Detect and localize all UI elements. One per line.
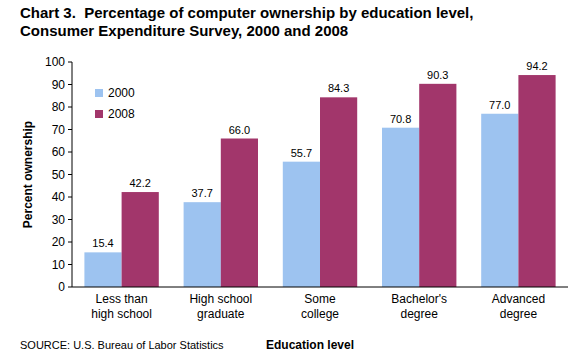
bar bbox=[481, 114, 518, 287]
chart: Chart 3. Percentage of computer ownershi… bbox=[0, 0, 579, 360]
bars bbox=[84, 75, 555, 287]
y-tick-label: 60 bbox=[52, 145, 66, 159]
y-axis-label: Percent ownership bbox=[21, 121, 35, 228]
source: SOURCE: U.S. Bureau of Labor Statistics bbox=[20, 339, 224, 351]
y-tick-label: 50 bbox=[52, 168, 66, 182]
bar bbox=[283, 162, 320, 287]
data-label: 15.4 bbox=[92, 237, 113, 249]
y-tick-label: 100 bbox=[45, 55, 65, 69]
y-axis bbox=[72, 62, 73, 287]
y-tick bbox=[68, 129, 72, 130]
y-tick bbox=[68, 107, 72, 108]
data-label: 94.2 bbox=[526, 60, 547, 72]
y-tick bbox=[68, 62, 72, 63]
legend-swatch bbox=[95, 89, 103, 97]
bar bbox=[184, 202, 221, 287]
y-tick-label: 10 bbox=[52, 258, 66, 272]
y-tick-label: 40 bbox=[52, 190, 66, 204]
bar bbox=[122, 192, 159, 287]
bar bbox=[518, 75, 555, 287]
y-tick-label: 80 bbox=[52, 100, 66, 114]
legend-swatch bbox=[95, 110, 103, 118]
x-axis bbox=[72, 287, 568, 288]
y-tick bbox=[68, 219, 72, 220]
bar bbox=[84, 252, 121, 287]
data-label: 90.3 bbox=[427, 69, 448, 81]
bar bbox=[320, 97, 357, 287]
legend-label: 2000 bbox=[108, 86, 135, 100]
bar bbox=[221, 139, 258, 288]
title: Chart 3. Percentage of computer ownershi… bbox=[20, 4, 473, 39]
data-label: 37.7 bbox=[191, 187, 212, 199]
data-label: 66.0 bbox=[229, 124, 250, 136]
x-tick-label: High schoolgraduate bbox=[189, 292, 252, 321]
bar bbox=[419, 84, 456, 287]
x-axis-label: Education level bbox=[266, 338, 354, 352]
y-tick bbox=[68, 197, 72, 198]
y-tick bbox=[68, 152, 72, 153]
x-tick-label: Less thanhigh school bbox=[91, 292, 152, 321]
y-tick-label: 70 bbox=[52, 123, 66, 137]
x-tick-label: Somecollege bbox=[301, 292, 339, 321]
data-label: 70.8 bbox=[390, 113, 411, 125]
y-tick bbox=[68, 174, 72, 175]
y-tick bbox=[68, 242, 72, 243]
y-tick bbox=[68, 84, 72, 85]
data-label: 55.7 bbox=[291, 147, 312, 159]
bar bbox=[382, 128, 419, 287]
y-tick-label: 90 bbox=[52, 78, 66, 92]
x-tick-label: Advanceddegree bbox=[492, 292, 545, 321]
y-tick bbox=[68, 264, 72, 265]
x-tick-label: Bachelor'sdegree bbox=[391, 292, 447, 321]
data-label: 84.3 bbox=[328, 82, 349, 94]
legend-label: 2008 bbox=[108, 107, 135, 121]
y-tick-label: 30 bbox=[52, 213, 66, 227]
y-tick-label: 0 bbox=[58, 280, 65, 294]
y-tick-label: 20 bbox=[52, 235, 66, 249]
data-label: 42.2 bbox=[129, 177, 150, 189]
y-tick bbox=[68, 287, 72, 288]
data-label: 77.0 bbox=[489, 99, 510, 111]
